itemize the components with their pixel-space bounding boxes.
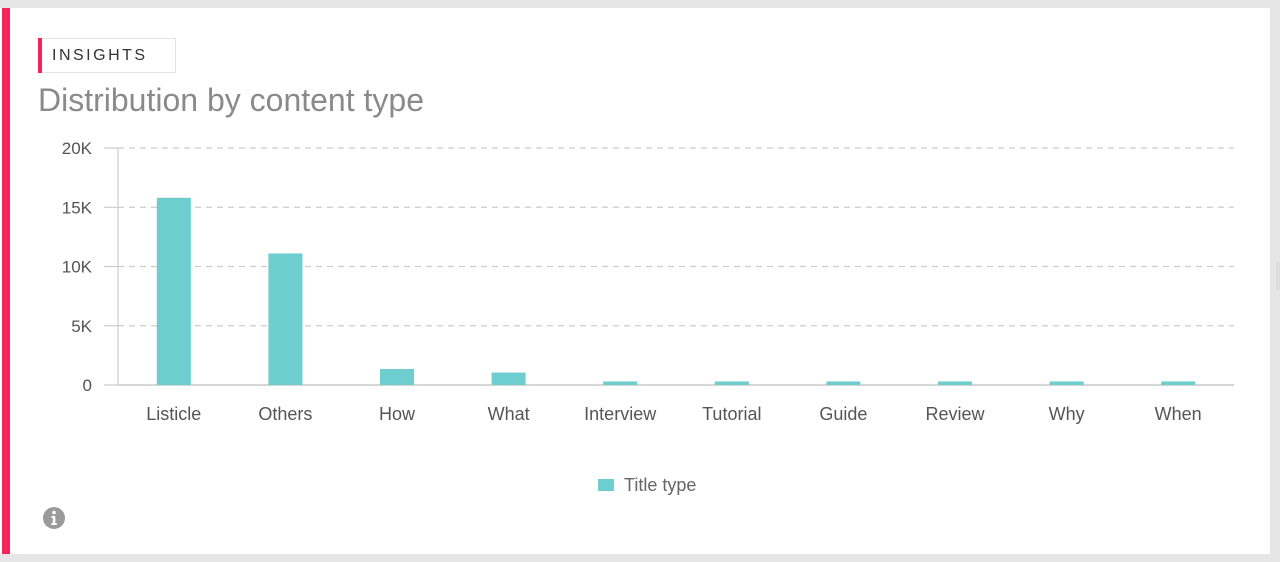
bar-listicle: [156, 197, 191, 385]
insights-tag: INSIGHTS: [38, 38, 176, 73]
bar-interview: [603, 381, 638, 385]
chart-legend[interactable]: Title type: [598, 473, 696, 497]
y-tick-label: 15K: [62, 198, 93, 217]
card-accent-bar: [2, 8, 10, 554]
info-icon[interactable]: [42, 506, 66, 530]
x-tick-label: Tutorial: [702, 404, 761, 424]
bar-when: [1161, 381, 1196, 385]
x-tick-label: Interview: [584, 404, 657, 424]
bar-what: [491, 372, 526, 385]
x-tick-label: Others: [258, 404, 312, 424]
legend-swatch: [598, 479, 614, 491]
info-icon-dot: [52, 510, 56, 515]
y-tick-label: 0: [83, 376, 92, 395]
insights-tag-bar: [38, 38, 42, 73]
insights-card: INSIGHTS Distribution by content type Ti…: [0, 8, 1270, 554]
x-tick-label: Guide: [819, 404, 867, 424]
bar-others: [268, 253, 303, 385]
bar-review: [938, 381, 972, 385]
bar-how: [380, 369, 414, 385]
y-tick-label: 5K: [71, 317, 92, 336]
chart-title: Distribution by content type: [38, 82, 424, 118]
bar-tutorial: [714, 381, 749, 385]
x-tick-label: Review: [925, 404, 985, 424]
insights-tag-label: INSIGHTS: [52, 47, 148, 64]
bar-guide: [826, 381, 861, 385]
bar-why: [1049, 381, 1084, 385]
x-tick-label: Why: [1049, 404, 1085, 424]
x-tick-label: When: [1155, 404, 1202, 424]
x-tick-label: Listicle: [146, 404, 201, 424]
x-tick-label: How: [379, 404, 416, 424]
x-tick-label: What: [488, 404, 530, 424]
chevron-right-icon[interactable]: [1276, 262, 1280, 290]
legend-label: Title type: [624, 474, 697, 495]
info-icon-stem: [51, 516, 57, 525]
y-tick-label: 20K: [62, 139, 93, 158]
y-tick-label: 10K: [62, 258, 93, 277]
